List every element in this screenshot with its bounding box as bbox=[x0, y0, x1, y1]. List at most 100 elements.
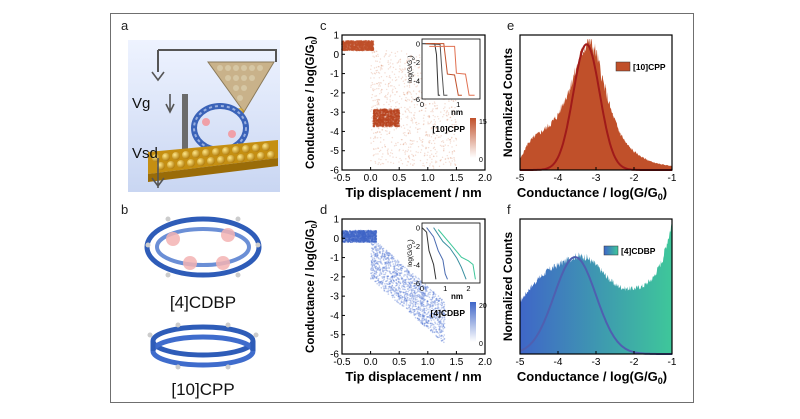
heat-point bbox=[410, 286, 413, 289]
heat-point bbox=[399, 272, 402, 274]
heat-point bbox=[364, 48, 367, 51]
heat-point bbox=[439, 330, 441, 333]
heat-point bbox=[379, 280, 382, 283]
heat-point bbox=[453, 156, 455, 159]
heat-point bbox=[415, 59, 417, 61]
y-tick-label: -1 bbox=[330, 253, 339, 264]
heat-point bbox=[395, 118, 398, 121]
heat-point bbox=[450, 157, 452, 159]
heat-point bbox=[433, 126, 435, 128]
heat-point bbox=[430, 319, 433, 322]
heat-point bbox=[384, 272, 387, 274]
heat-point bbox=[387, 252, 390, 254]
heat-point bbox=[422, 138, 424, 141]
heat-point bbox=[373, 264, 376, 267]
heat-point bbox=[381, 68, 383, 70]
heat-point bbox=[379, 260, 382, 262]
heat-point bbox=[384, 126, 386, 129]
heat-point bbox=[437, 336, 440, 339]
heat-point bbox=[366, 45, 368, 48]
y-tick-label: -6 bbox=[330, 350, 339, 361]
heat-point bbox=[424, 285, 427, 288]
heat-point bbox=[422, 317, 425, 319]
heat-point bbox=[430, 120, 432, 122]
heat-point bbox=[378, 265, 381, 267]
heat-point bbox=[385, 53, 387, 55]
heat-point bbox=[415, 280, 418, 283]
heat-point bbox=[416, 310, 419, 313]
heat-point bbox=[423, 293, 426, 295]
heat-point bbox=[398, 296, 400, 298]
heat-point bbox=[417, 146, 420, 148]
heat-point bbox=[376, 107, 378, 109]
heat-point bbox=[432, 305, 434, 307]
heat-point bbox=[438, 328, 441, 330]
heat-point bbox=[427, 292, 430, 295]
heat-point bbox=[419, 287, 421, 290]
heat-point bbox=[347, 47, 350, 50]
heat-point bbox=[403, 296, 406, 298]
heat-point bbox=[380, 283, 382, 285]
heat-point bbox=[380, 133, 382, 136]
heat-point bbox=[342, 41, 345, 44]
heat-point bbox=[397, 274, 399, 276]
heat-point bbox=[396, 291, 398, 293]
heat-point bbox=[416, 298, 418, 301]
heat-point bbox=[382, 287, 385, 289]
heat-point bbox=[442, 145, 444, 147]
heat-point bbox=[415, 86, 417, 88]
heat-point bbox=[421, 321, 424, 323]
heat-point bbox=[412, 304, 415, 306]
heat-point bbox=[379, 61, 381, 63]
heat-point bbox=[386, 130, 388, 132]
heat-point bbox=[375, 277, 378, 280]
heat-point bbox=[426, 325, 429, 328]
heat-point bbox=[376, 131, 379, 133]
heat-point bbox=[425, 286, 427, 289]
heat-point bbox=[455, 139, 458, 141]
heat-point bbox=[383, 255, 386, 258]
heat-point bbox=[406, 288, 409, 291]
heat-point bbox=[407, 294, 409, 297]
heat-point bbox=[419, 288, 421, 291]
heat-point bbox=[418, 318, 420, 321]
heat-point bbox=[386, 96, 388, 99]
heat-point bbox=[441, 330, 443, 332]
heat-point bbox=[398, 271, 400, 274]
heat-point bbox=[347, 234, 350, 237]
heat-point bbox=[408, 84, 411, 87]
heat-point bbox=[421, 310, 423, 313]
panel-label-d: d bbox=[320, 202, 328, 217]
heat-point bbox=[454, 160, 456, 162]
heat-point bbox=[401, 71, 403, 74]
heat-point bbox=[371, 46, 374, 49]
heat-point bbox=[395, 271, 397, 274]
heat-point bbox=[391, 288, 394, 290]
heat-point bbox=[424, 152, 426, 155]
heat-point bbox=[423, 165, 426, 167]
heat-point bbox=[376, 262, 379, 265]
heat-point bbox=[372, 238, 374, 241]
heat-point bbox=[412, 311, 415, 314]
heat-point bbox=[407, 98, 409, 101]
heat-point bbox=[419, 104, 422, 107]
heat-point bbox=[395, 289, 397, 291]
heat-point bbox=[427, 325, 429, 328]
heat-point bbox=[412, 74, 414, 77]
heat-point bbox=[343, 229, 346, 232]
heat-point bbox=[426, 290, 428, 292]
y-tick-label: -1 bbox=[330, 69, 339, 80]
heat-point bbox=[370, 142, 372, 144]
heat-point bbox=[424, 289, 427, 291]
legend-swatch bbox=[603, 245, 619, 256]
heat-point bbox=[377, 243, 380, 245]
heat-point bbox=[416, 288, 419, 291]
heat-point bbox=[443, 129, 445, 132]
heat-point bbox=[422, 315, 424, 317]
heat-point bbox=[446, 119, 448, 122]
heat-point bbox=[384, 257, 386, 260]
heat-point bbox=[413, 116, 415, 119]
heat-point bbox=[383, 267, 386, 269]
heat-point bbox=[391, 285, 393, 288]
heat-point bbox=[426, 322, 429, 324]
